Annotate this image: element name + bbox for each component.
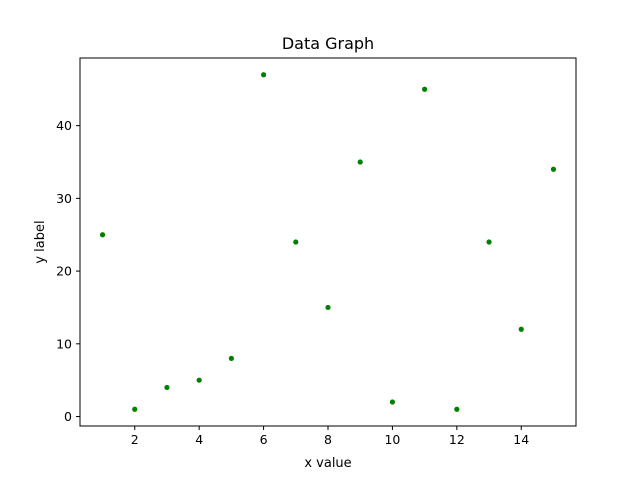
x-tick-label: 14 [513, 432, 529, 447]
data-point [325, 304, 331, 311]
data-point [389, 399, 396, 405]
data-point [132, 406, 138, 412]
y-tick-label: 30 [56, 191, 72, 206]
data-point [99, 232, 106, 238]
x-tick-label: 8 [324, 432, 332, 447]
x-axis-ticks: 2 4 6 8 10 12 14 [131, 426, 529, 447]
x-tick-label: 2 [131, 432, 139, 447]
data-point [422, 86, 428, 92]
y-tick-label: 10 [56, 336, 72, 351]
data-point [196, 377, 202, 383]
data-point [357, 159, 363, 165]
x-tick-label: 6 [260, 432, 268, 447]
data-point [228, 355, 234, 361]
data-point [164, 384, 170, 391]
plot-area [79, 57, 577, 427]
data-point [454, 406, 460, 412]
y-tick-label: 0 [64, 409, 72, 424]
y-axis-label: y label [33, 220, 48, 263]
data-point [486, 239, 492, 245]
y-axis-ticks: 0 10 20 30 40 [56, 118, 80, 424]
y-tick-label: 20 [56, 264, 72, 279]
data-point [293, 239, 299, 245]
data-points [99, 72, 557, 412]
x-tick-label: 4 [195, 432, 203, 447]
chart-title: Data Graph [282, 34, 374, 53]
data-point [260, 72, 267, 78]
y-tick-label: 40 [56, 118, 72, 133]
data-point [518, 326, 524, 332]
x-axis-label: x value [304, 456, 351, 471]
x-tick-label: 12 [449, 432, 465, 447]
data-point [550, 166, 557, 172]
x-tick-label: 10 [384, 432, 400, 447]
